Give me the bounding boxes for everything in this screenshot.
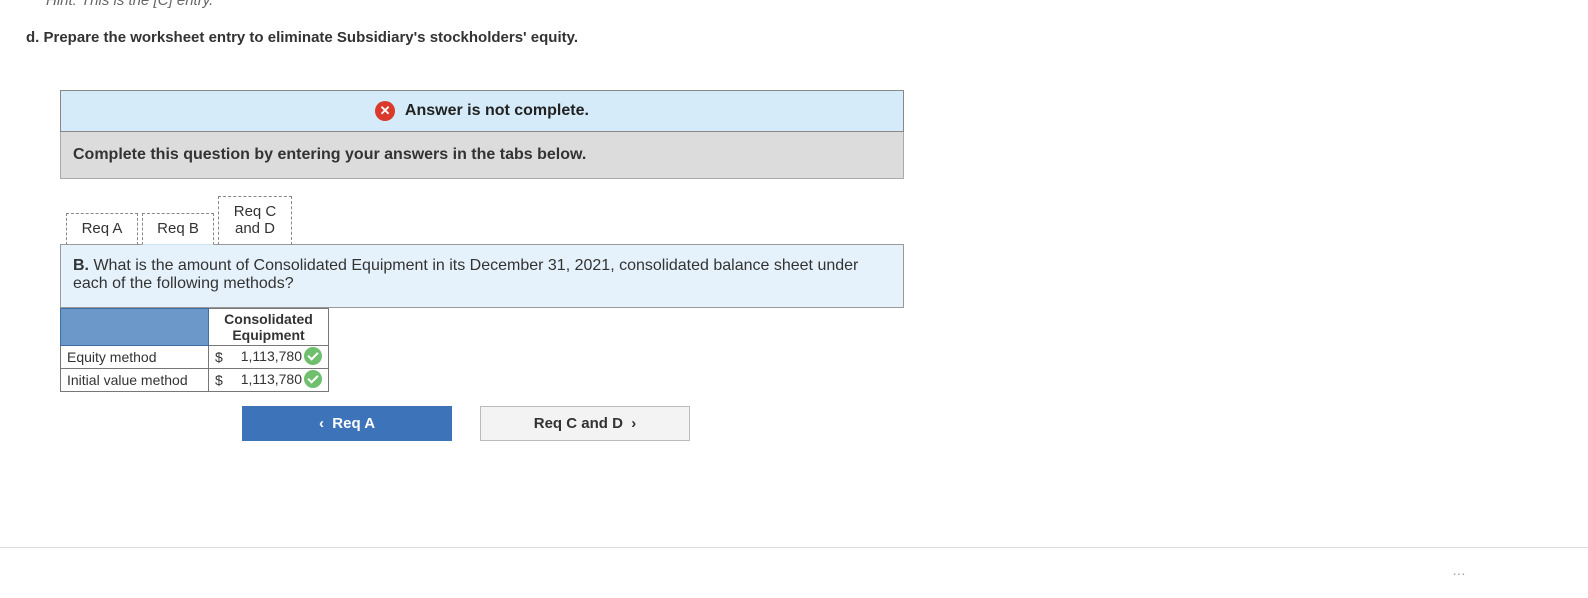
row-initial-value-value[interactable]: 1,113,780: [225, 368, 329, 391]
value-text: 1,113,780: [241, 348, 302, 364]
page-divider: [0, 547, 1588, 548]
row-equity-method-value[interactable]: 1,113,780: [225, 345, 329, 368]
chevron-right-icon: ›: [631, 415, 636, 432]
check-icon: [304, 370, 322, 388]
question-lead: B.: [73, 257, 89, 274]
question-text: What is the amount of Consolidated Equip…: [73, 257, 858, 292]
chevron-left-icon: ‹: [319, 415, 324, 432]
tab-req-c-and-d[interactable]: Req C and D: [218, 196, 292, 245]
instruction-bar: Complete this question by entering your …: [60, 132, 904, 179]
row-equity-method-label: Equity method: [61, 345, 209, 368]
hint-text: Hint: This is the [C] entry.: [0, 0, 1588, 9]
tab-label-line2: and D: [235, 220, 275, 237]
row-initial-value-label: Initial value method: [61, 368, 209, 391]
answer-card: ✕ Answer is not complete. Complete this …: [60, 90, 904, 441]
tab-b-content: B. What is the amount of Consolidated Eq…: [60, 245, 904, 308]
row-initial-value-currency: $: [209, 368, 225, 391]
footer-fragment: …: [1452, 562, 1468, 578]
tab-req-b[interactable]: Req B: [142, 213, 214, 244]
nav-row: ‹ Req A Req C and D ›: [60, 406, 904, 441]
status-bar: ✕ Answer is not complete.: [60, 90, 904, 132]
table-row: Equity method $ 1,113,780: [61, 345, 329, 368]
value-text: 1,113,780: [241, 371, 302, 387]
check-icon: [304, 347, 322, 365]
status-text: Answer is not complete.: [405, 102, 589, 119]
table-row: Initial value method $ 1,113,780: [61, 368, 329, 391]
question-d-prompt: d. Prepare the worksheet entry to elimin…: [0, 9, 1588, 46]
next-label: Req C and D: [534, 415, 623, 432]
col-header-text: Consolidated Equipment: [224, 311, 313, 343]
answer-table: Consolidated Equipment Equity method $ 1…: [60, 308, 329, 393]
col-header-consolidated-equipment: Consolidated Equipment: [209, 308, 329, 345]
table-blank-header: [61, 308, 209, 345]
tabs-row: Req A Req B Req C and D: [60, 195, 904, 245]
tab-label-line1: Req C: [234, 203, 277, 220]
row-equity-method-currency: $: [209, 345, 225, 368]
tab-req-a[interactable]: Req A: [66, 213, 138, 244]
error-x-icon: ✕: [375, 101, 395, 121]
prev-label: Req A: [332, 415, 375, 432]
next-req-c-d-button[interactable]: Req C and D ›: [480, 406, 690, 441]
prev-req-a-button[interactable]: ‹ Req A: [242, 406, 452, 441]
